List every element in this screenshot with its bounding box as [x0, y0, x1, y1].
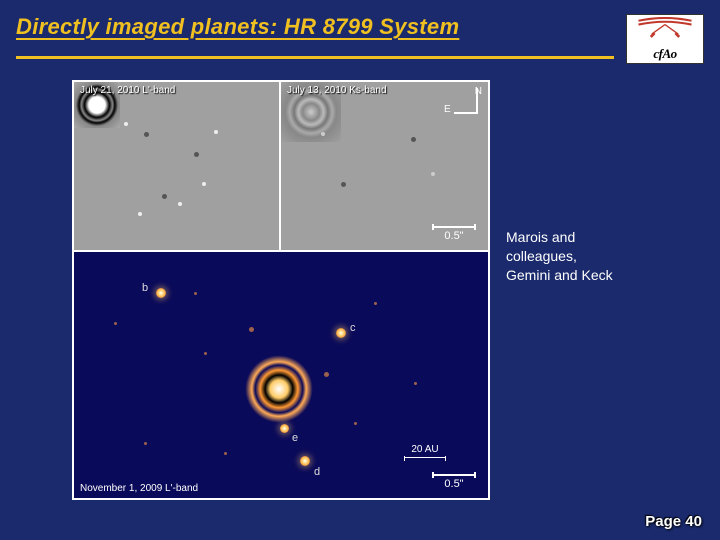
caption-line3: Gemini and Keck — [506, 266, 704, 285]
planet-b-label: b — [142, 282, 148, 294]
star-residual-bottom — [244, 354, 314, 424]
scale-bar-20au: 20 AU — [404, 444, 446, 458]
panel-top-left: July 21, 2010 L'-band — [74, 82, 281, 250]
planet-b — [156, 288, 166, 298]
panel-tr-label: July 13, 2010 Ks-band — [287, 85, 387, 96]
planet-d-label: d — [314, 466, 320, 478]
title-rule — [16, 56, 614, 59]
page-number: Page 40 — [645, 513, 702, 530]
slide-title: Directly imaged planets: HR 8799 System — [16, 14, 459, 40]
scale-bar-tr: 0.5" — [432, 226, 476, 242]
planet-e — [280, 424, 289, 433]
logo: cfAo — [626, 14, 704, 64]
compass-icon: N E — [456, 88, 478, 114]
figure-composite: July 21, 2010 L'-band July 13, 2010 Ks-b… — [72, 80, 490, 500]
planet-c — [336, 328, 346, 338]
planet-e-label: e — [292, 432, 298, 444]
caption-line2: colleagues, — [506, 247, 704, 266]
scale-bar-bottom: 0.5" — [432, 474, 476, 490]
planet-c-label: c — [350, 322, 356, 334]
panel-top-right: July 13, 2010 Ks-band N E 0.5" — [281, 82, 488, 250]
panel-bottom-label: November 1, 2009 L'-band — [80, 483, 198, 494]
planet-d — [300, 456, 310, 466]
caption-line1: Marois and — [506, 228, 704, 247]
logo-text: cfAo — [627, 46, 703, 62]
panel-bottom: b c e d 20 AU — [74, 250, 488, 498]
slide: Directly imaged planets: HR 8799 System … — [0, 0, 720, 540]
panel-tl-label: July 21, 2010 L'-band — [80, 85, 175, 96]
caption: Marois and colleagues, Gemini and Keck — [506, 228, 704, 285]
